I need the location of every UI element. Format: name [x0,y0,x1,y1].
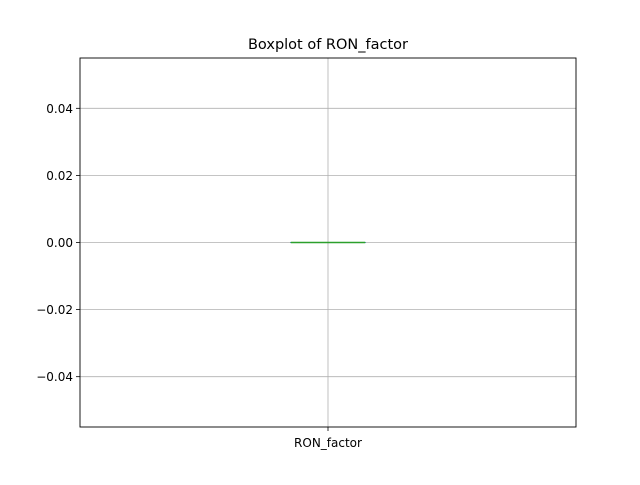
y-tick-label: −0.04 [36,370,73,384]
chart-title: Boxplot of RON_factor [248,37,408,53]
x-tick-label: RON_factor [294,436,362,450]
y-tick-label: 0.02 [46,169,73,183]
axis-layer: −0.04 −0.02 0.00 0.02 0.04 RON_factor [36,102,362,450]
y-tick-label: 0.04 [46,102,73,116]
y-tick-label: −0.02 [36,303,73,317]
y-tick-label: 0.00 [46,236,73,250]
